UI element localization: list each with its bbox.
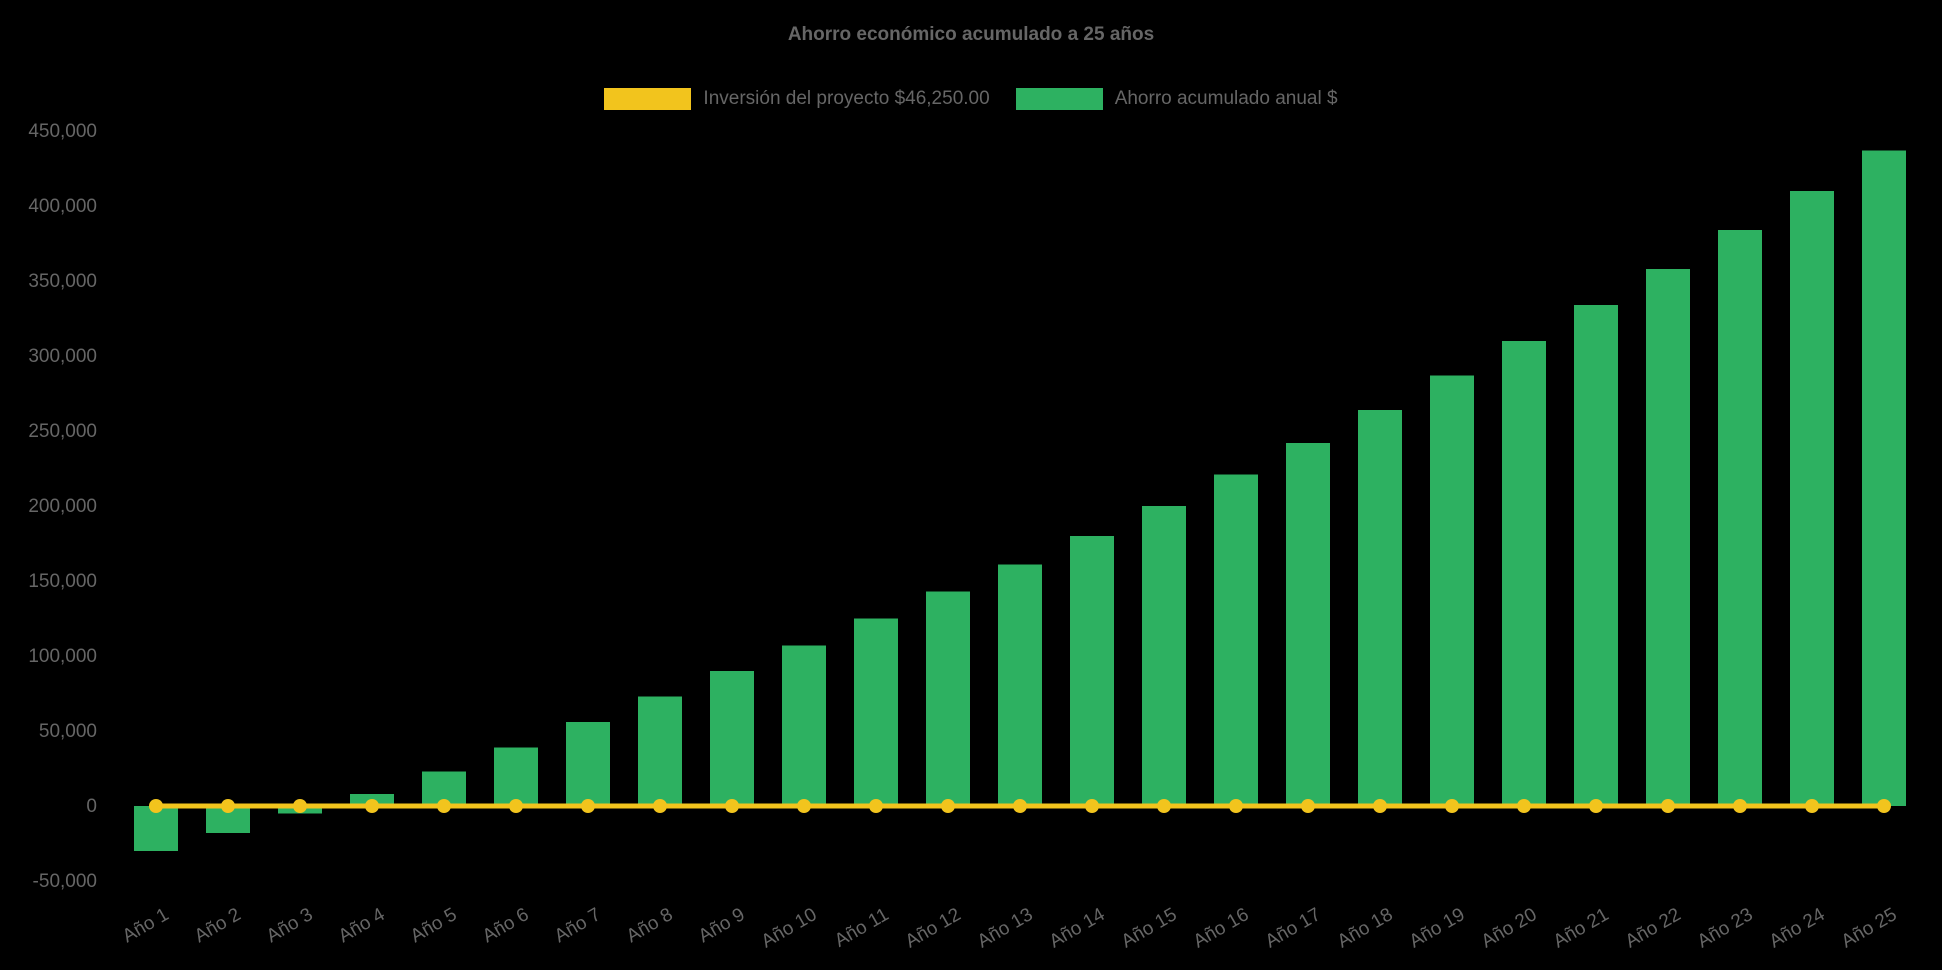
investment-point-Año 21	[1589, 799, 1603, 813]
y-tick-label: -50,000	[33, 871, 97, 892]
x-tick-label: Año 20	[1478, 904, 1541, 952]
investment-point-Año 8	[653, 799, 667, 813]
bar-Año 8	[638, 696, 682, 806]
bar-Año 22	[1646, 269, 1690, 806]
x-tick-label: Año 10	[758, 904, 821, 952]
investment-point-Año 7	[581, 799, 595, 813]
chart-title: Ahorro económico acumulado a 25 años	[787, 24, 1155, 45]
investment-point-Año 16	[1229, 799, 1243, 813]
x-tick-label: Año 24	[1766, 904, 1829, 953]
x-tick-label: Año 9	[695, 904, 749, 947]
investment-point-Año 11	[869, 799, 883, 813]
legend-item-savings[interactable]: Ahorro acumulado anual $	[1015, 88, 1338, 110]
y-tick-label: 0	[86, 796, 97, 817]
investment-point-Año 1	[149, 799, 163, 813]
x-tick-label: Año 6	[479, 904, 533, 947]
x-tick-label: Año 21	[1550, 904, 1613, 952]
y-tick-label: 100,000	[28, 646, 97, 667]
x-tick-label: Año 4	[335, 904, 389, 947]
investment-point-Año 9	[725, 799, 739, 813]
bar-Año 21	[1574, 305, 1618, 806]
x-tick-label: Año 14	[1046, 904, 1109, 953]
bar-Año 17	[1286, 443, 1330, 806]
legend-label-investment: Inversión del proyecto $46,250.00	[703, 88, 990, 109]
x-tick-label: Año 7	[551, 904, 605, 947]
x-tick-label: Año 13	[974, 904, 1037, 952]
investment-point-Año 19	[1445, 799, 1459, 813]
bar-Año 18	[1358, 410, 1402, 806]
y-tick-label: 200,000	[28, 496, 97, 517]
x-tick-label: Año 25	[1838, 904, 1901, 952]
investment-point-Año 18	[1373, 799, 1387, 813]
investment-point-Año 12	[941, 799, 955, 813]
legend-item-investment[interactable]: Inversión del proyecto $46,250.00	[604, 88, 990, 110]
investment-point-Año 24	[1805, 799, 1819, 813]
y-tick-label: 450,000	[28, 121, 97, 142]
investment-point-Año 22	[1661, 799, 1675, 813]
investment-point-Año 6	[509, 799, 523, 813]
bar-Año 14	[1070, 536, 1114, 806]
bar-Año 12	[926, 591, 970, 806]
investment-point-Año 2	[221, 799, 235, 813]
investment-point-Año 17	[1301, 799, 1315, 813]
savings-legend-swatch-icon	[1015, 88, 1103, 110]
bar-Año 1	[134, 806, 178, 851]
y-tick-label: 300,000	[28, 346, 97, 367]
investment-point-Año 25	[1877, 799, 1891, 813]
x-tick-label: Año 15	[1118, 904, 1181, 952]
x-tick-label: Año 1	[119, 904, 173, 947]
investment-legend-swatch-icon	[604, 88, 692, 110]
bar-Año 7	[566, 722, 610, 806]
y-tick-label: 50,000	[39, 721, 97, 742]
x-tick-label: Año 16	[1190, 904, 1253, 952]
bar-Año 20	[1502, 341, 1546, 806]
investment-point-Año 23	[1733, 799, 1747, 813]
x-tick-label: Año 2	[191, 904, 245, 947]
y-tick-label: 150,000	[28, 571, 97, 592]
x-tick-label: Año 19	[1406, 904, 1469, 952]
x-tick-label: Año 22	[1622, 904, 1685, 952]
bar-Año 19	[1430, 375, 1474, 806]
x-tick-label: Año 17	[1262, 904, 1325, 952]
x-tick-label: Año 18	[1334, 904, 1397, 952]
bar-Año 6	[494, 747, 538, 806]
investment-point-Año 20	[1517, 799, 1531, 813]
investment-point-Año 3	[293, 799, 307, 813]
bar-Año 15	[1142, 506, 1186, 806]
x-tick-label: Año 11	[831, 904, 892, 952]
investment-point-Año 10	[797, 799, 811, 813]
x-tick-label: Año 3	[263, 904, 317, 947]
investment-point-Año 4	[365, 799, 379, 813]
x-tick-label: Año 5	[407, 904, 461, 947]
legend-label-savings: Ahorro acumulado anual $	[1114, 88, 1338, 109]
chart-legend: Inversión del proyecto $46,250.00 Ahorro…	[0, 88, 1942, 110]
y-tick-label: 400,000	[28, 196, 97, 217]
x-tick-label: Año 23	[1694, 904, 1757, 952]
bar-Año 24	[1790, 191, 1834, 806]
bar-Año 16	[1214, 474, 1258, 806]
bar-Año 9	[710, 671, 754, 806]
y-tick-label: 350,000	[28, 271, 97, 292]
bar-Año 10	[782, 645, 826, 806]
bar-Año 25	[1862, 150, 1906, 806]
investment-point-Año 5	[437, 799, 451, 813]
bar-Año 23	[1718, 230, 1762, 806]
bar-Año 11	[854, 618, 898, 806]
bar-Año 13	[998, 564, 1042, 806]
x-tick-label: Año 8	[623, 904, 677, 947]
investment-point-Año 14	[1085, 799, 1099, 813]
y-tick-label: 250,000	[28, 421, 97, 442]
investment-point-Año 15	[1157, 799, 1171, 813]
x-tick-label: Año 12	[902, 904, 965, 952]
investment-point-Año 13	[1013, 799, 1027, 813]
